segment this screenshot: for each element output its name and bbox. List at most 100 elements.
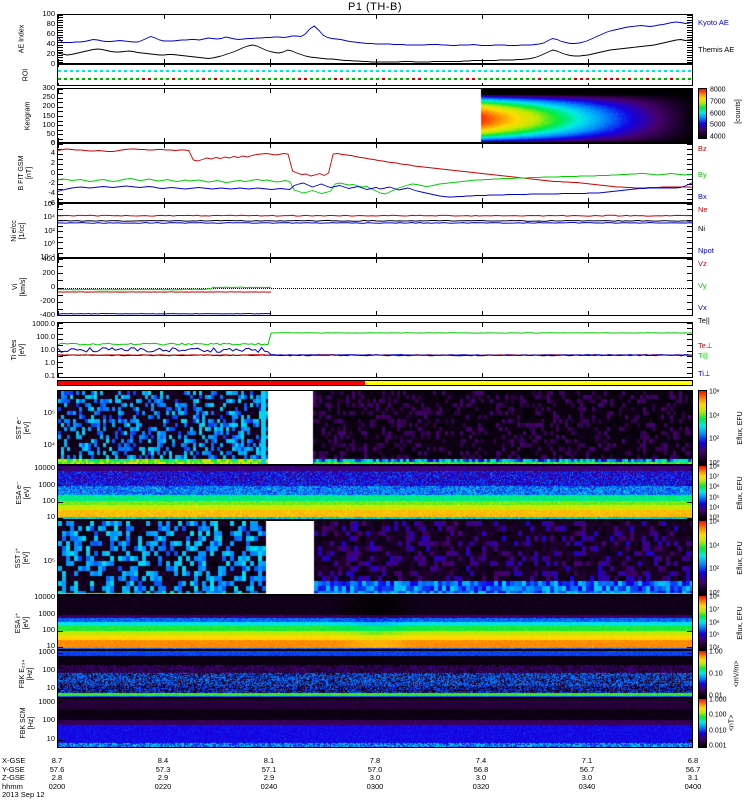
roi-red-mark [340,78,343,80]
y-tick [687,204,692,205]
y-tick [687,198,692,200]
y-axis-title: AE Index [18,24,26,54]
y-tick [687,153,692,155]
roi-red-mark [304,78,307,80]
y-tick [58,367,63,369]
roi-red-mark [574,78,577,80]
colorbar-label: 10² [709,435,720,443]
x-tick [269,323,271,327]
y-tick [687,302,692,303]
axis-value: 57.1 [261,764,277,774]
x-tick [587,15,589,19]
esa-e-panel [57,465,693,520]
y-tick [58,27,63,28]
sst-i-panel [57,520,693,595]
roi-red-mark [202,78,205,80]
y-tick [58,44,63,46]
axis-row-label: Y-GSE [2,764,25,774]
y-tick [687,27,692,28]
y-axis-title: Keogram [24,101,32,130]
y-tick-label: 0 [50,168,55,177]
y-tick [58,339,63,341]
y-tick [58,153,63,155]
axis-value: 0340 [578,781,596,791]
y-tick [58,47,63,48]
roi-red-mark [142,78,145,80]
colorbar-title: <mV/m> [733,660,741,688]
keogram-panel [57,88,693,143]
y-tick [687,163,692,165]
y-axis-title: Ni e/cc [1/cc] [11,219,26,242]
x-tick [269,65,271,67]
axis-value: 3.0 [369,773,381,783]
y-tick [58,323,63,324]
y-tick [58,294,63,296]
colorbar-label: 10⁰ [709,590,720,597]
x-tick [163,83,165,85]
x-tick [375,311,377,315]
y-tick [687,19,692,21]
axis-value: 8.1 [263,756,275,765]
roi-red-mark [172,78,175,80]
y-tick [687,265,692,267]
axis-value: 0200 [48,781,66,791]
y-tick [58,204,63,205]
legend-label: Ni [698,224,706,233]
y-tick [687,688,692,690]
y-tick [58,148,63,150]
y-tick-label: 1000 [38,696,55,706]
y-tick-label: 1000 [38,479,55,489]
x-tick [269,198,271,202]
data-series-ti-perp [58,346,692,356]
y-tick [687,413,692,414]
y-tick [58,361,63,363]
y-tick [687,188,692,190]
x-tick [163,259,165,263]
axis-value: 57.6 [49,764,65,774]
data-series-vy [58,286,272,291]
y-tick-label: 80 [46,19,55,28]
colorbar-title: Eflux, EFU [737,540,745,575]
y-tick [58,22,63,23]
roi-green-track [58,78,692,80]
x-tick [481,59,483,63]
colorbar-label: 8000 [710,86,726,94]
sst-i-panel-image [58,521,692,594]
roi-red-mark [610,78,613,80]
y-tick [58,614,63,616]
y-tick [58,247,63,249]
colorbar-title: Eflux, EFU [737,475,745,510]
y-tick [58,501,63,503]
y-tick [58,485,63,487]
colorbar-title: <nT> [728,714,736,732]
x-tick [481,65,483,67]
x-tick [587,259,589,263]
x-tick [58,259,59,263]
data-series-ni [58,219,692,222]
keogram-image [58,89,692,142]
y-tick [687,49,692,51]
y-tick [687,356,692,358]
axis-value: 0320 [472,781,490,791]
axis-value: 6.8 [687,756,699,765]
colorbar-label: 5000 [710,121,726,129]
zero-line [58,287,692,289]
x-tick [587,59,589,63]
y-tick [687,173,692,175]
x-tick [163,65,165,67]
bfit-panel [57,143,693,203]
y-tick-label: 0.1 [44,371,55,380]
x-tick [375,83,377,85]
x-tick [587,311,589,315]
x-tick [269,311,271,315]
fbk-b-colorbar [698,698,707,748]
x-tick [58,323,59,327]
y-tick [58,52,63,53]
legend-label: By [698,170,707,179]
fbk-e-panel-image [58,651,692,697]
x-tick [481,323,483,327]
y-tick [687,517,692,519]
legend-label: Vz [698,259,707,268]
x-tick [269,144,271,148]
y-tick [687,630,692,632]
